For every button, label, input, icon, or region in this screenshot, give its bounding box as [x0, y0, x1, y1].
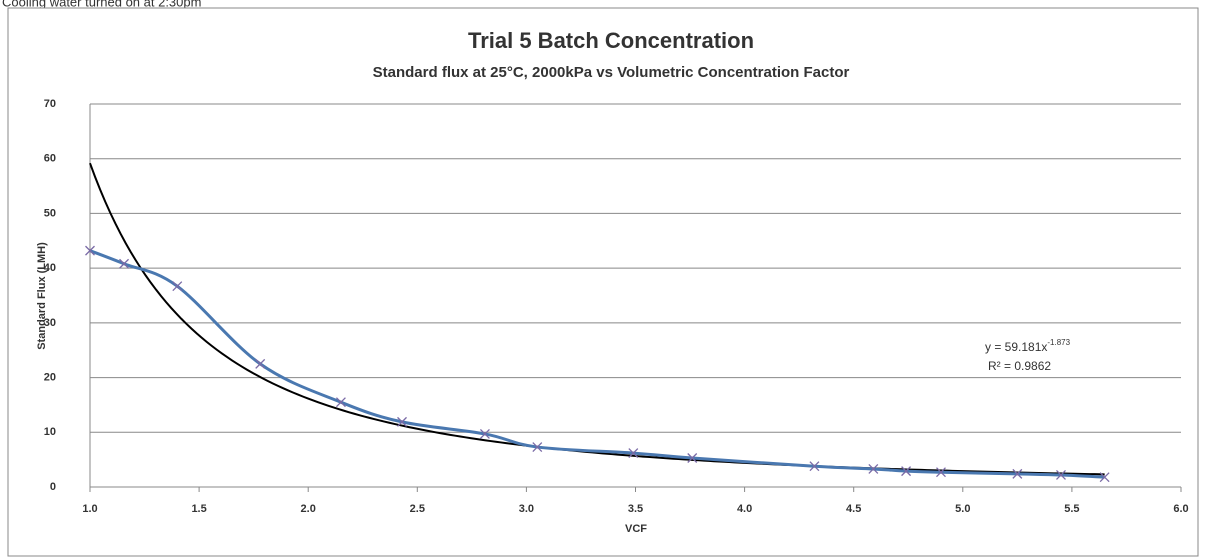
y-tick-label: 70 — [44, 98, 56, 110]
trendline-equation-exponent: -1.873 — [1047, 338, 1070, 347]
marker — [868, 463, 879, 474]
marker — [1099, 472, 1110, 483]
marker — [901, 466, 912, 477]
chart-frame — [7, 7, 1199, 557]
marker — [172, 281, 183, 292]
y-tick-label: 0 — [50, 481, 56, 493]
x-tick-label: 6.0 — [1173, 503, 1188, 515]
trendline-equation-base: y = 59.181x — [985, 340, 1047, 354]
marker — [479, 428, 490, 439]
x-tick-label: 5.0 — [955, 503, 970, 515]
y-tick-label: 50 — [44, 207, 56, 219]
marker — [628, 448, 639, 459]
trendline-equation: y = 59.181x-1.873 — [985, 338, 1071, 354]
y-tick-label: 20 — [44, 371, 56, 383]
x-tick-label: 2.0 — [301, 503, 316, 515]
series-line — [89, 249, 1105, 479]
x-tick-label: 2.5 — [410, 503, 425, 515]
x-tick-label: 3.5 — [628, 503, 643, 515]
marker — [397, 416, 407, 427]
marker — [532, 442, 543, 453]
chart-title: Trial 5 Batch Concentration — [468, 28, 754, 53]
y-tick-label: 60 — [44, 153, 56, 165]
marker — [85, 245, 95, 256]
marker — [936, 467, 946, 478]
y-tick-label: 40 — [44, 262, 56, 274]
x-tick-label: 1.0 — [82, 503, 97, 515]
x-tick-label: 4.5 — [846, 503, 861, 515]
trendline — [89, 162, 1105, 476]
marker — [809, 461, 820, 472]
marker — [255, 358, 266, 369]
marker — [1056, 470, 1066, 480]
chart-subtitle: Standard flux at 25°C, 2000kPa vs Volume… — [373, 64, 850, 81]
y-tick-label: 30 — [44, 317, 56, 329]
marker — [687, 453, 698, 463]
y-tick-label: 10 — [44, 426, 56, 438]
marker — [119, 258, 129, 269]
marker — [335, 397, 346, 408]
cell-note: Cooling water turned on at 2:30pm — [2, 0, 201, 9]
x-axis-label: VCF — [625, 523, 647, 535]
trendline-r-squared: R² = 0.9862 — [988, 359, 1051, 373]
x-tick-label: 5.5 — [1064, 503, 1079, 515]
y-axis-label: Standard Flux (LMH) — [36, 242, 48, 350]
marker — [1012, 468, 1023, 479]
x-tick-label: 4.0 — [737, 503, 752, 515]
x-tick-label: 1.5 — [191, 503, 206, 515]
x-tick-label: 3.0 — [519, 503, 534, 515]
